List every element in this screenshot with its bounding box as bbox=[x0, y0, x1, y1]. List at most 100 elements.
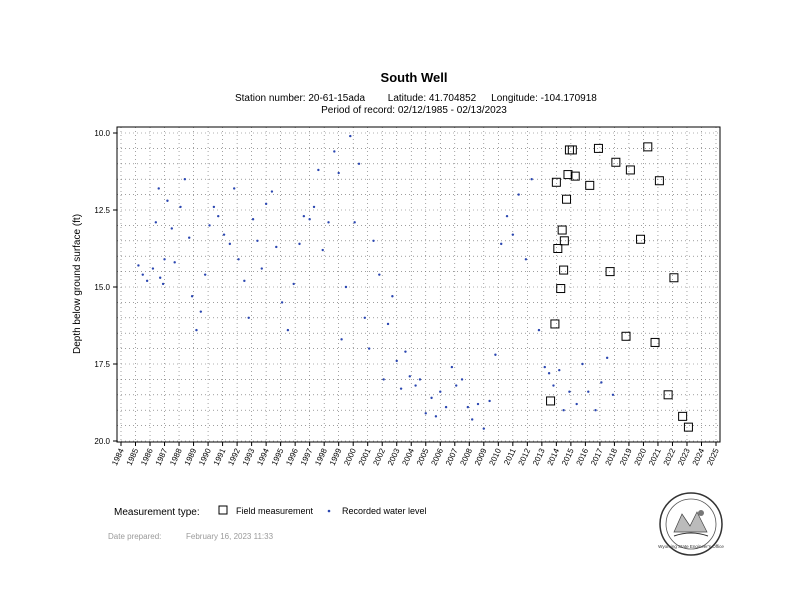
station-number: Station number: 20-61-15ada bbox=[235, 93, 366, 104]
x-tick-label: 1997 bbox=[299, 447, 315, 467]
x-tick-label: 2004 bbox=[400, 447, 416, 467]
x-tick-label: 1987 bbox=[154, 447, 170, 467]
x-tick-label: 1999 bbox=[328, 447, 344, 467]
field-measurement-point bbox=[559, 265, 569, 275]
recorded-water-level-point bbox=[444, 405, 448, 409]
field-measurement-point bbox=[654, 176, 664, 186]
x-tick-label: 2025 bbox=[705, 447, 721, 467]
recorded-water-level-point bbox=[460, 378, 464, 381]
recorded-water-level-point bbox=[327, 221, 330, 224]
recorded-water-level-point bbox=[430, 396, 433, 400]
recorded-water-level-point bbox=[363, 316, 367, 319]
legend: Measurement type: Field measurement Reco… bbox=[114, 505, 427, 518]
field-measurement-point bbox=[556, 284, 566, 294]
x-tick-label: 1996 bbox=[284, 447, 300, 467]
recorded-water-level-point bbox=[321, 248, 324, 252]
y-axis: 10.0 12.5 15.0 17.5 20.0 bbox=[94, 129, 117, 446]
latitude: Latitude: 41.704852 bbox=[388, 93, 477, 104]
recorded-water-level-point bbox=[367, 347, 371, 350]
recorded-water-level-point bbox=[488, 399, 491, 403]
recorded-water-level-point bbox=[537, 328, 541, 332]
recorded-water-level-point bbox=[183, 178, 187, 181]
recorded-water-level-point bbox=[228, 242, 232, 246]
recorded-water-level-point bbox=[247, 316, 250, 319]
recorded-water-level-point bbox=[470, 418, 474, 421]
recorded-water-level-point bbox=[275, 245, 278, 249]
recorded-water-level-point bbox=[222, 233, 226, 236]
recorded-water-level-point bbox=[611, 393, 615, 396]
recorded-water-level-point bbox=[568, 390, 571, 393]
x-tick-label: 2012 bbox=[516, 447, 532, 467]
recorded-water-level-point bbox=[505, 214, 509, 218]
x-tick-label: 2013 bbox=[531, 447, 547, 467]
field-measurement-point bbox=[550, 319, 560, 329]
field-measurement-point bbox=[546, 396, 556, 406]
recorded-water-level-point bbox=[605, 356, 609, 360]
field-measurement-point bbox=[567, 145, 577, 155]
recorded-water-level-point bbox=[163, 258, 166, 261]
state-engineer-seal-logo: Wyoming State Engineer's Office bbox=[658, 492, 724, 556]
field-measurement-point bbox=[663, 390, 673, 400]
field-measurement-point bbox=[585, 180, 595, 190]
recorded-water-level-point bbox=[547, 372, 551, 375]
recorded-water-level-point bbox=[530, 178, 533, 181]
recorded-water-level-point bbox=[450, 365, 454, 369]
field-measurement-point bbox=[562, 194, 572, 204]
x-tick-label: 2017 bbox=[589, 447, 605, 467]
x-tick-label: 2014 bbox=[546, 447, 562, 467]
recorded-water-level-point bbox=[500, 242, 503, 246]
recorded-water-level-point bbox=[151, 267, 155, 270]
x-tick-label: 2001 bbox=[357, 447, 373, 467]
x-tick-label: 2000 bbox=[342, 447, 358, 467]
x-tick-label: 2019 bbox=[618, 447, 634, 467]
y-tick-label: 10.0 bbox=[94, 129, 110, 138]
field-measurement-point bbox=[625, 165, 635, 175]
recorded-water-level-point bbox=[251, 218, 255, 221]
field-measurement-point bbox=[593, 143, 603, 153]
recorded-water-level-point bbox=[414, 384, 417, 387]
y-tick-label: 20.0 bbox=[94, 437, 110, 446]
date-prepared-label: Date prepared: bbox=[108, 532, 161, 541]
recorded-water-level-point bbox=[434, 415, 438, 418]
field-measurement-point bbox=[570, 171, 580, 181]
recorded-water-level-point bbox=[552, 384, 555, 387]
field-measurement-point bbox=[557, 225, 567, 235]
field-measurement-point bbox=[636, 234, 646, 244]
recorded-water-level-point bbox=[418, 378, 422, 381]
recorded-water-level-point bbox=[190, 295, 194, 298]
plot-frame bbox=[116, 126, 721, 443]
y-tick-label: 15.0 bbox=[94, 283, 110, 292]
legend-field-measurement-marker bbox=[218, 505, 228, 515]
recorded-water-level-point bbox=[195, 328, 198, 332]
recorded-water-level-point bbox=[179, 205, 182, 209]
x-tick-label: 2022 bbox=[662, 447, 678, 467]
recorded-water-level-point bbox=[587, 390, 590, 393]
x-tick-label: 2007 bbox=[444, 447, 460, 467]
recorded-water-level-point bbox=[349, 134, 352, 138]
recorded-water-level-point bbox=[141, 273, 144, 276]
field-measurement-point bbox=[621, 331, 631, 341]
x-tick-label: 1984 bbox=[110, 447, 126, 467]
recorded-water-level-point bbox=[408, 375, 411, 378]
recorded-water-level-point bbox=[317, 168, 320, 172]
recorded-water-level-point bbox=[333, 150, 336, 153]
x-tick-label: 1991 bbox=[212, 447, 228, 467]
recorded-water-level-point bbox=[543, 365, 546, 369]
x-tick-label: 2023 bbox=[676, 447, 692, 467]
legend-recorded-water-level-marker bbox=[327, 509, 331, 513]
recorded-water-level-point bbox=[302, 214, 306, 218]
field-measurement-point bbox=[559, 236, 569, 246]
field-measurement-point bbox=[564, 145, 574, 155]
field-measurement-point bbox=[563, 170, 573, 180]
field-measurement-point bbox=[669, 273, 679, 283]
recorded-water-level-point bbox=[594, 409, 597, 412]
recorded-water-level-point bbox=[344, 285, 348, 289]
recorded-water-level-point bbox=[340, 338, 343, 341]
recorded-water-level-point bbox=[372, 239, 375, 242]
recorded-water-level-point bbox=[581, 362, 584, 366]
recorded-water-level-point bbox=[166, 199, 169, 202]
recorded-water-level-point bbox=[378, 273, 381, 276]
y-tick-label: 17.5 bbox=[94, 360, 110, 369]
recorded-water-level-point bbox=[353, 221, 356, 224]
